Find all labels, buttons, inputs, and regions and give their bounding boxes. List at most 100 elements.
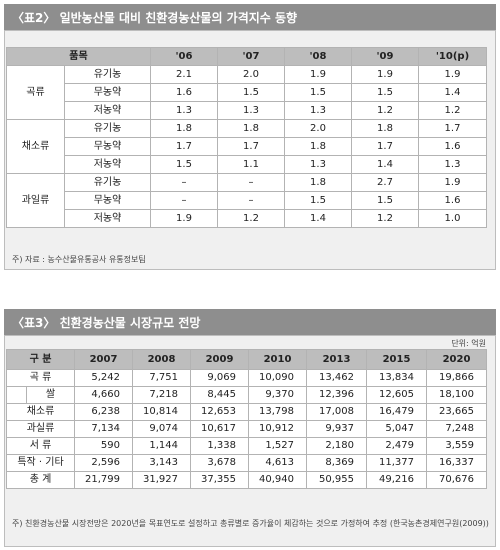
table-cell: 8,369 [306,454,368,472]
table-cell: 1.4 [418,83,487,102]
table-cell: 1.6 [418,191,487,210]
table-cell: 21,799 [74,471,134,489]
table2-header-year: 2010 [248,349,308,370]
table-cell: 6,238 [74,403,134,421]
table1-header-year: '08 [284,47,352,66]
table-row: 곡류 유기농 2.1 2.0 1.9 1.9 1.9 [6,65,487,120]
table-cell: 1.3 [418,155,487,174]
table-cell: 1.1 [217,155,285,174]
table-cell: 13,462 [306,369,368,387]
table-cell: 12,396 [306,386,368,404]
table-cell: 8,445 [190,386,250,404]
table-cell: 1.2 [217,209,285,228]
table2-header-item: 구 분 [5,349,76,370]
table-cell: 10,912 [248,420,308,438]
farming-type: 저농약 [64,209,151,228]
table-cell: 9,370 [248,386,308,404]
group-label: 과일류 [6,173,65,228]
table-cell: 2.0 [284,119,352,138]
table-cell: 1.5 [351,83,419,102]
table-cell: 17,008 [306,403,368,421]
table-cell: 5,242 [74,369,134,387]
table-row: 저농약 1.5 1.1 1.3 1.4 1.3 [7,155,487,174]
table1-header-row: 품목 '06 '07 '08 '09 '10(p) [6,47,487,66]
table-row: 저농약 1.3 1.3 1.3 1.2 1.2 [7,101,487,120]
table-cell: 9,937 [306,420,368,438]
table-cell: 2.0 [217,65,285,84]
table-cell: 1.6 [150,83,218,102]
table-cell: 1.2 [351,101,419,120]
table-cell: 1.9 [284,65,352,84]
table-cell: 1.3 [217,101,285,120]
table1-source-note: 주) 자료 : 농수산물유통공사 유통정보팀 [12,255,146,264]
table-cell: 7,751 [132,369,192,387]
group-label: 채소류 [6,119,65,174]
table-cell: 9,074 [132,420,192,438]
table-cell: 1.3 [150,101,218,120]
table1-header-item: 품목 [6,47,151,66]
table2-header-row: 구 분 2007 2008 2009 2010 2013 2015 2020 [5,349,488,370]
table-cell: 7,218 [132,386,192,404]
table2-header-year: 2008 [132,349,192,370]
table-row: 곡 류 5,242 7,751 9,069 10,090 13,462 13,8… [5,369,488,387]
table-cell: 13,798 [248,403,308,421]
table-cell: – [217,173,285,192]
farming-type: 유기농 [64,173,151,192]
indent-cell [6,386,27,404]
table-cell: 2,479 [366,437,428,455]
table-cell: 1.8 [351,119,419,138]
table-cell: 1.0 [418,209,487,228]
table2-header-year: 2013 [306,349,368,370]
row-label: 채소류 [5,403,76,421]
table-cell: 16,337 [426,454,488,472]
row-label: 특작 · 기타 [5,454,76,472]
table-cell: 1.8 [150,119,218,138]
table-cell: 12,605 [366,386,428,404]
table2-title: 〈표3〉 친환경농산물 시장규모 전망 [12,316,201,330]
row-label: 과실류 [5,420,76,438]
table-cell: 1.3 [284,101,352,120]
table-cell: 7,134 [74,420,134,438]
table-cell: 1.2 [351,209,419,228]
table-cell: 1.9 [418,65,487,84]
table-cell: 2.1 [150,65,218,84]
farming-type: 유기농 [64,119,151,138]
table-cell: 31,927 [132,471,192,489]
table-cell: 1.7 [150,137,218,156]
table-cell: 19,866 [426,369,488,387]
table-row: 채소류 유기농 1.8 1.8 2.0 1.8 1.7 [6,119,487,174]
market-size-table: 구 분 2007 2008 2009 2010 2013 2015 2020 곡… [5,349,488,489]
table1-title: 〈표2〉 일반농산물 대비 친환경농산물의 가격지수 동향 [12,11,298,25]
table2-header-year: 2007 [74,349,134,370]
table2-header-year: 2015 [366,349,428,370]
table-cell: 70,676 [426,471,488,489]
table-cell: 4,660 [74,386,134,404]
group-label: 곡류 [6,65,65,120]
table-cell: 3,678 [190,454,250,472]
table-cell: 1.4 [284,209,352,228]
table-cell: 1,338 [190,437,250,455]
table-cell: 4,613 [248,454,308,472]
table-cell: 1.9 [351,65,419,84]
farming-type: 저농약 [64,155,151,174]
table-cell: – [150,191,218,210]
table2-header-year: 2020 [426,349,488,370]
table-cell: 23,665 [426,403,488,421]
table-cell: 40,940 [248,471,308,489]
table-cell: 11,377 [366,454,428,472]
table-cell: 37,355 [190,471,250,489]
table-row: 저농약 1.9 1.2 1.4 1.2 1.0 [7,209,487,228]
table-cell: 1,527 [248,437,308,455]
table-cell: 1.8 [284,137,352,156]
table-cell: 10,617 [190,420,250,438]
table-cell: 1.7 [418,119,487,138]
farming-type: 유기농 [64,65,151,84]
table-cell: 3,143 [132,454,192,472]
table-cell: 1.9 [418,173,487,192]
table-row: 과일류 유기농 – – 1.8 2.7 1.9 [6,173,487,228]
table-cell: – [150,173,218,192]
table2-header-year: 2009 [190,349,250,370]
table-cell: 10,814 [132,403,192,421]
table-cell: 10,090 [248,369,308,387]
table-cell: 12,653 [190,403,250,421]
